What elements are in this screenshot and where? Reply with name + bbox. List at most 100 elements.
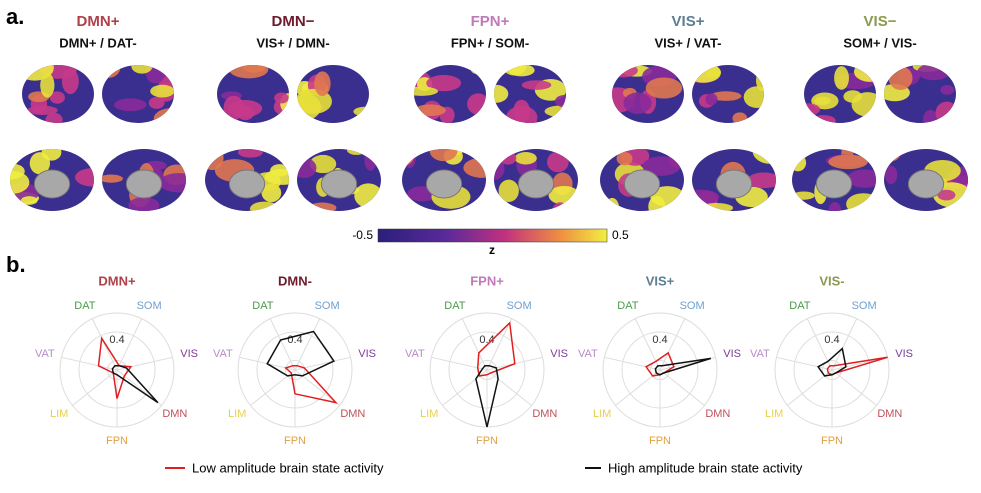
axis-label: VIS bbox=[723, 348, 741, 360]
brain-blob bbox=[61, 68, 79, 95]
brain-surface bbox=[402, 149, 486, 211]
map-title: FPN+ bbox=[471, 13, 510, 30]
spoke bbox=[604, 356, 661, 371]
brain-blob bbox=[74, 168, 94, 187]
brain-blob bbox=[470, 65, 486, 75]
spoke bbox=[659, 369, 705, 406]
brain-medial-core bbox=[320, 169, 358, 199]
axis-label: VIS bbox=[550, 348, 568, 360]
map-title: VIS+ bbox=[672, 13, 705, 30]
axis-label: DMN bbox=[340, 408, 365, 420]
brain-blob bbox=[354, 183, 381, 208]
r-tick-label: 0.4 bbox=[109, 334, 124, 346]
spoke bbox=[659, 318, 686, 371]
brain-blob bbox=[242, 65, 266, 73]
brain-medial-core bbox=[125, 169, 163, 199]
series-line bbox=[266, 330, 336, 377]
brain-medial-core bbox=[815, 169, 853, 199]
axis-label: VIS bbox=[358, 348, 376, 360]
map-subtitle: VIS+ / VAT- bbox=[654, 35, 721, 50]
brain-blob bbox=[743, 86, 764, 109]
brain-pattern bbox=[612, 65, 684, 114]
brain-blob bbox=[45, 112, 63, 123]
brain-surface bbox=[217, 65, 289, 123]
brain-blob bbox=[605, 197, 620, 211]
brain-blob bbox=[612, 65, 638, 78]
brain-blob bbox=[148, 96, 165, 109]
axis-label: DMN bbox=[877, 408, 902, 420]
r-tick-label: 0.4 bbox=[479, 334, 494, 346]
colorbar-label: z bbox=[489, 243, 495, 257]
brain-surface bbox=[884, 65, 956, 123]
brain-surface bbox=[205, 149, 289, 211]
panel-label: b. bbox=[6, 252, 26, 277]
brain-blob bbox=[479, 149, 486, 156]
panel-label: a. bbox=[6, 4, 24, 29]
brain-blob bbox=[884, 149, 906, 158]
brain-blob bbox=[792, 154, 807, 172]
brain-blob bbox=[10, 149, 39, 154]
spoke bbox=[72, 369, 118, 406]
brain-blob bbox=[29, 152, 51, 175]
brain-blob bbox=[237, 149, 263, 158]
brain-blob bbox=[853, 65, 876, 82]
spoke bbox=[776, 356, 833, 371]
brain-blob bbox=[402, 149, 414, 166]
brain-blob bbox=[102, 174, 123, 183]
brain-blob bbox=[884, 149, 902, 161]
brain-blob bbox=[307, 202, 337, 211]
brain-blob bbox=[102, 65, 121, 78]
brain-blob bbox=[940, 85, 955, 95]
brain-blob bbox=[20, 196, 38, 205]
brain-surface bbox=[884, 149, 968, 211]
brain-blob bbox=[746, 172, 776, 189]
colorbar-max: 0.5 bbox=[612, 228, 629, 242]
brain-blob bbox=[847, 169, 876, 188]
map-subtitle: VIS+ / DMN- bbox=[256, 35, 329, 50]
brain-blob bbox=[508, 65, 535, 77]
brain-blob bbox=[463, 157, 486, 178]
brain-blob bbox=[513, 99, 530, 123]
brain-blob bbox=[888, 66, 913, 91]
brain-blob bbox=[935, 101, 956, 123]
series-line bbox=[111, 364, 159, 404]
brain-medial-core bbox=[715, 169, 753, 199]
spoke bbox=[461, 318, 488, 371]
axis-label: FPN bbox=[476, 435, 498, 447]
brain-blob bbox=[494, 157, 505, 181]
brain-blob bbox=[153, 108, 174, 123]
series-line bbox=[476, 321, 516, 377]
brain-blob bbox=[834, 66, 849, 90]
brain-blob bbox=[544, 105, 566, 118]
series-line bbox=[284, 364, 339, 404]
brain-blob bbox=[414, 104, 446, 117]
brain-blob bbox=[494, 84, 509, 103]
brain-blob bbox=[616, 151, 633, 166]
brain-blob bbox=[828, 202, 842, 211]
axis-label: DAT bbox=[252, 300, 273, 312]
brain-blob bbox=[675, 65, 684, 76]
brain-blob bbox=[699, 203, 734, 211]
axis-label: DAT bbox=[74, 300, 95, 312]
legend-label: Low amplitude brain state activity bbox=[192, 460, 384, 475]
axis-label: DMN bbox=[162, 408, 187, 420]
spoke bbox=[116, 318, 143, 371]
axis-label: VAT bbox=[213, 348, 233, 360]
brain-blob bbox=[426, 74, 462, 92]
brain-blob bbox=[353, 106, 369, 117]
brain-blob bbox=[314, 71, 331, 96]
axis-label: LIM bbox=[593, 408, 611, 420]
brain-blob bbox=[710, 91, 742, 101]
chart-title: DMN+ bbox=[98, 273, 136, 288]
series-line bbox=[816, 347, 847, 377]
brain-blob bbox=[554, 94, 566, 108]
brain-blob bbox=[804, 103, 821, 116]
r-tick-label: 0.4 bbox=[824, 334, 839, 346]
brain-blob bbox=[403, 149, 417, 169]
legend-label: High amplitude brain state activity bbox=[608, 460, 803, 475]
brain-surface bbox=[692, 149, 776, 211]
brain-blob bbox=[552, 202, 568, 211]
axis-label: SOM bbox=[507, 300, 532, 312]
brain-blob bbox=[792, 191, 815, 200]
